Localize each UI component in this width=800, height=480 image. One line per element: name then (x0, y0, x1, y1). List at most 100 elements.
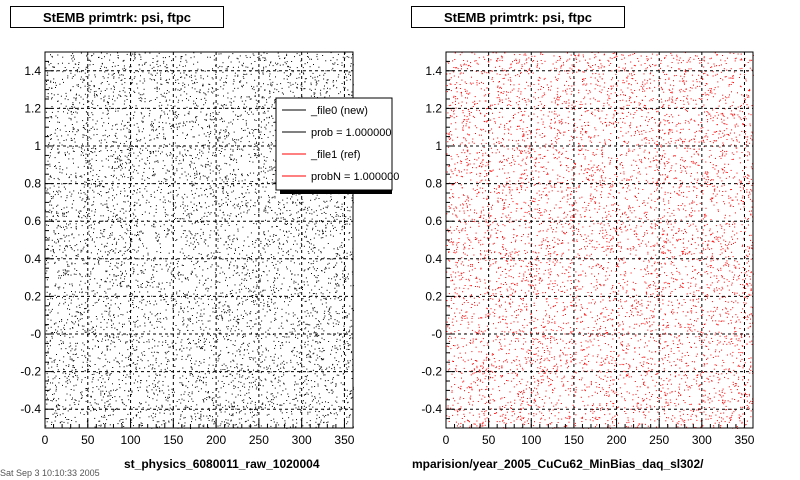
data-point (66, 419, 68, 420)
data-point (67, 382, 69, 384)
data-point (276, 217, 278, 219)
data-point (133, 185, 135, 187)
data-point (278, 207, 280, 209)
data-point (72, 336, 74, 338)
data-point (218, 165, 220, 167)
data-point (146, 341, 148, 343)
data-point (332, 81, 334, 83)
data-point (269, 92, 271, 94)
data-point (233, 184, 234, 186)
data-point (313, 275, 315, 277)
data-point (115, 243, 117, 245)
data-point (178, 275, 180, 277)
data-point (279, 64, 281, 66)
data-point (141, 296, 143, 298)
data-point (195, 102, 196, 104)
data-point (233, 234, 235, 236)
data-point (75, 273, 77, 275)
data-point (328, 262, 330, 264)
data-point (118, 322, 120, 324)
data-point (150, 364, 152, 366)
data-point (123, 323, 125, 325)
data-point (72, 145, 74, 147)
data-point (195, 343, 197, 345)
data-point (225, 201, 227, 203)
data-point (222, 189, 224, 191)
data-point (343, 332, 345, 334)
data-point (129, 230, 131, 231)
data-point (204, 373, 206, 375)
data-point (349, 216, 351, 218)
data-point (75, 225, 77, 227)
data-point (73, 55, 75, 57)
data-point (304, 300, 306, 302)
data-point (46, 74, 48, 76)
data-point (134, 111, 136, 113)
data-point (202, 144, 204, 146)
data-point (346, 315, 348, 317)
data-point (325, 385, 327, 387)
data-point (212, 402, 214, 404)
data-point (260, 167, 262, 169)
data-point (207, 223, 209, 225)
data-point (233, 406, 235, 408)
data-point (48, 144, 50, 145)
data-point (288, 297, 290, 299)
data-point (115, 248, 117, 250)
data-point (175, 240, 177, 241)
data-point (122, 238, 124, 240)
data-point (66, 322, 68, 324)
data-point (109, 374, 111, 376)
data-point (305, 236, 307, 238)
data-point (351, 271, 353, 273)
data-point (50, 138, 52, 140)
data-point (50, 63, 52, 64)
data-point (195, 416, 197, 418)
data-point (125, 242, 127, 244)
data-point (341, 242, 343, 244)
data-point (227, 194, 228, 196)
data-point (90, 227, 92, 229)
data-point (214, 302, 215, 304)
data-point (299, 394, 301, 396)
data-point (132, 164, 134, 166)
data-point (325, 266, 327, 268)
data-point (167, 304, 169, 305)
data-point (182, 321, 184, 323)
data-point (273, 181, 275, 183)
data-point (183, 319, 185, 321)
data-point (224, 304, 226, 306)
data-point (185, 74, 187, 76)
data-point (55, 285, 56, 287)
data-point (209, 328, 211, 330)
data-point (213, 55, 215, 57)
data-point (223, 244, 225, 246)
data-point (58, 382, 60, 384)
data-point (257, 174, 258, 176)
data-point (350, 57, 352, 59)
data-point (234, 139, 236, 140)
data-point (116, 336, 118, 338)
data-point (104, 335, 106, 337)
data-point (228, 55, 230, 57)
data-point (125, 383, 127, 385)
data-point (166, 155, 168, 157)
data-point (154, 256, 156, 258)
data-point (191, 87, 193, 89)
data-point (226, 68, 228, 70)
data-point (120, 340, 121, 342)
data-point (200, 313, 202, 315)
data-point (297, 251, 298, 253)
data-point (169, 346, 171, 348)
data-point (65, 154, 66, 156)
data-point (336, 274, 338, 275)
data-point (350, 251, 352, 253)
data-point (331, 258, 333, 260)
data-point (218, 53, 220, 55)
data-point (336, 374, 338, 376)
data-point (111, 66, 113, 68)
data-point (127, 230, 129, 232)
data-point (167, 268, 169, 270)
data-point (129, 250, 131, 252)
data-point (158, 282, 160, 284)
